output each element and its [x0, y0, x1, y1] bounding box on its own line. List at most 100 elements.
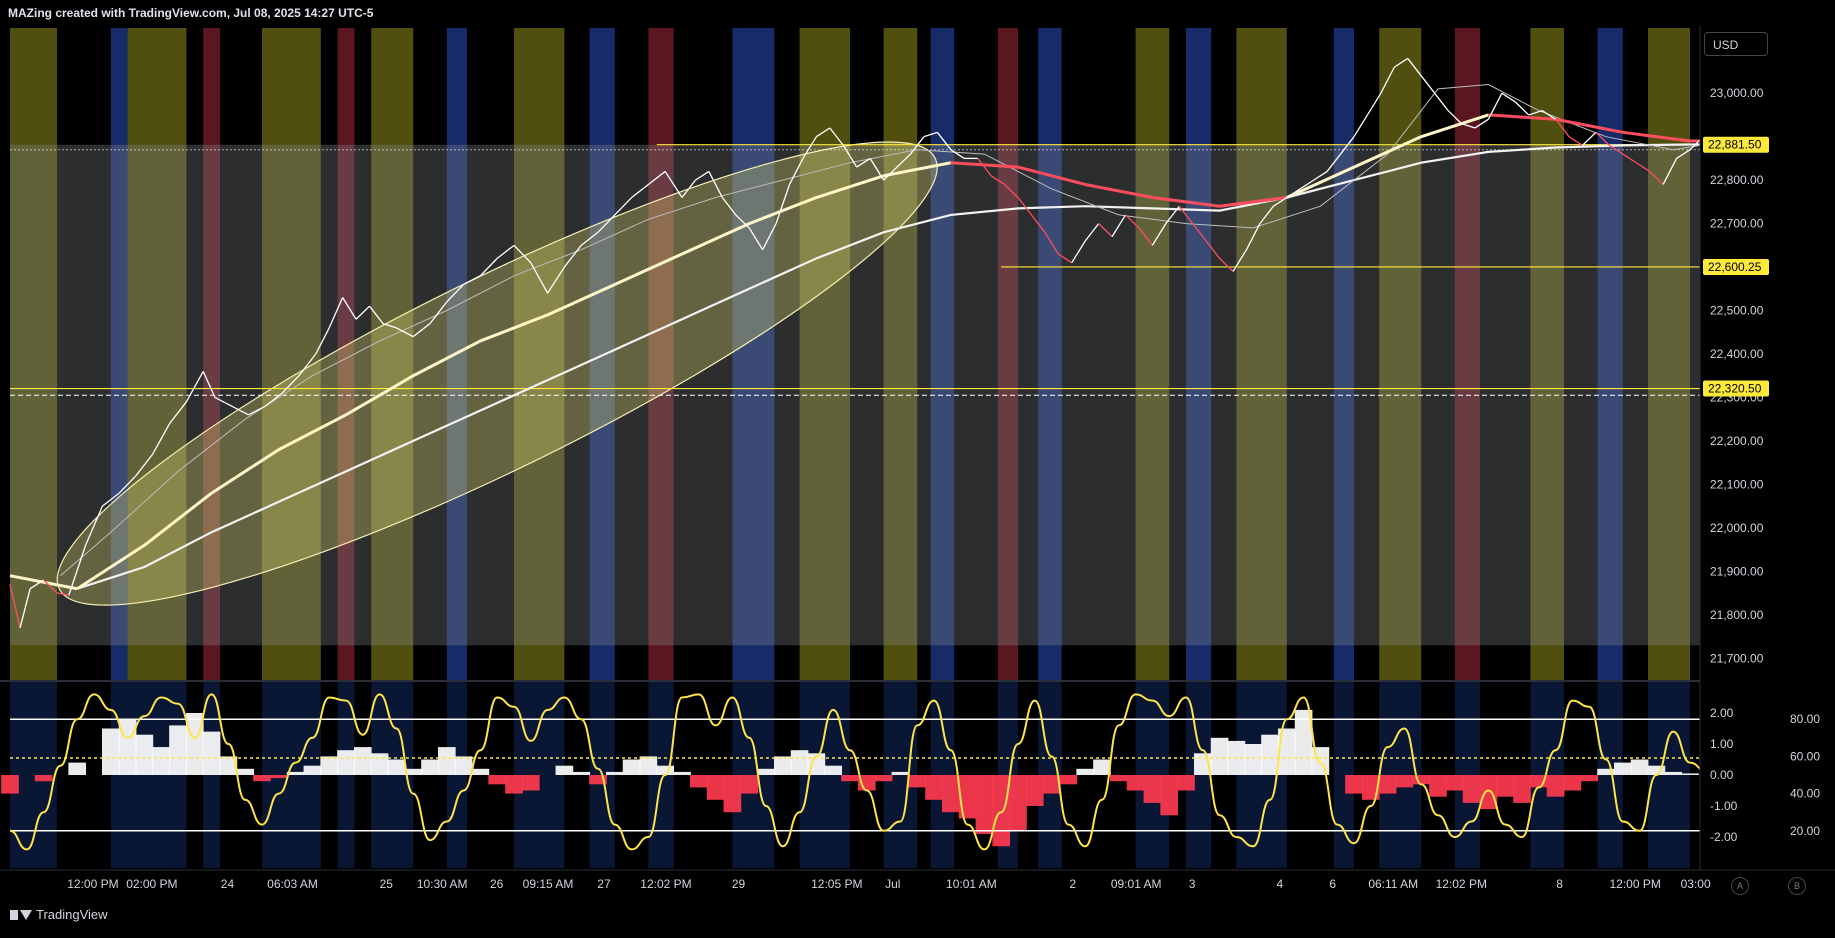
time-tick-label: 12:02 PM [640, 877, 691, 891]
price-segment [298, 353, 317, 377]
histogram-bar [521, 775, 540, 791]
histogram-bar [656, 765, 675, 775]
price-segment [1528, 109, 1543, 116]
price-segment [580, 231, 599, 246]
osc-tick-label: -1.00 [1710, 799, 1738, 813]
session-band [1597, 28, 1623, 680]
price-level-tag-label: 22,881.50 [1708, 138, 1762, 152]
histogram-bar [1059, 775, 1078, 785]
fast-moving-average-segment [1017, 165, 1086, 186]
histogram-bar [101, 728, 120, 775]
price-segment [1434, 92, 1449, 111]
price-tick-label: 21,900.00 [1710, 564, 1764, 578]
histogram-bar [1210, 737, 1229, 775]
histogram-bar [925, 775, 943, 800]
price-segment [1474, 118, 1489, 129]
price-segment [1259, 205, 1274, 224]
time-tick-label: 06:11 AM [1368, 877, 1418, 891]
price-segment [1582, 131, 1597, 146]
fast-moving-average-segment [1286, 165, 1355, 199]
chart-caption: MAZing created with TradingView.com, Jul… [8, 6, 374, 20]
footer-brand[interactable]: TradingView [10, 907, 108, 922]
histogram-bar [437, 747, 456, 775]
histogram-bar [286, 771, 305, 775]
time-tick-label: 09:15 AM [523, 877, 574, 891]
price-segment [1111, 214, 1127, 237]
price-segment [1447, 110, 1462, 125]
histogram-bar [1496, 775, 1515, 797]
scale-b-button[interactable]: B [1788, 877, 1806, 895]
price-segment [721, 197, 737, 216]
price-segment [597, 214, 616, 233]
session-band [648, 28, 674, 680]
histogram-bar [1429, 775, 1447, 797]
price-segment [396, 327, 414, 338]
histogram-bar [1244, 744, 1263, 775]
histogram-bar [706, 775, 725, 800]
session-band [1454, 28, 1480, 680]
time-tick-label: 12:00 PM [1609, 877, 1660, 891]
histogram-bar [1647, 765, 1666, 775]
tradingview-logo-icon [10, 908, 32, 922]
time-tick-label: 2 [1069, 877, 1076, 891]
time-tick-label: 09:01 AM [1111, 877, 1162, 891]
price-segment [1340, 136, 1355, 155]
price-segment [1676, 149, 1691, 159]
price-segment [829, 127, 844, 146]
session-band [732, 28, 775, 680]
histogram-bar [941, 775, 960, 813]
time-tick-label: 12:00 PM [67, 877, 118, 891]
price-segment [496, 244, 515, 259]
price-segment [1595, 131, 1610, 146]
price-segment [695, 170, 710, 181]
osc-right-tick-label: 60.00 [1790, 749, 1820, 763]
price-segment [1541, 110, 1556, 120]
histogram-bar [874, 775, 893, 782]
currency-button[interactable]: USD [1704, 32, 1768, 56]
price-segment [264, 392, 283, 407]
price-segment [856, 157, 871, 168]
fast-moving-average-segment [1622, 130, 1691, 143]
histogram-bar [1378, 775, 1397, 794]
price-segment [708, 171, 723, 198]
price-segment [563, 244, 582, 268]
price-segment [648, 170, 666, 185]
histogram-bar [1613, 762, 1632, 775]
histogram-bar [404, 768, 423, 775]
price-level-tag-label: 22,600.25 [1708, 260, 1762, 274]
histogram-bar [1681, 773, 1699, 775]
price-segment [29, 579, 44, 590]
price-segment [1219, 257, 1234, 272]
price-segment [463, 275, 481, 286]
osc-right-tick-label: 80.00 [1790, 712, 1820, 726]
price-segment [1393, 57, 1409, 68]
price-segment [1178, 205, 1194, 224]
price-segment [382, 322, 397, 329]
histogram-bar [1597, 768, 1615, 775]
session-band [337, 28, 355, 680]
price-segment [1555, 118, 1570, 138]
session-band [930, 28, 955, 680]
histogram-bar [1177, 775, 1195, 791]
price-segment [869, 158, 885, 181]
histogram-bar [169, 725, 187, 775]
price-segment [1098, 223, 1113, 238]
histogram-bar [1277, 728, 1296, 775]
scale-a-button[interactable]: A [1731, 877, 1749, 895]
histogram-bar [1630, 759, 1649, 775]
price-segment [547, 266, 565, 294]
histogram-bar [253, 775, 271, 782]
fast-moving-average-segment [681, 222, 750, 256]
fast-moving-average-segment [1555, 117, 1624, 134]
price-segment [762, 223, 777, 250]
price-tick-label: 23,000.00 [1710, 86, 1764, 100]
price-segment [664, 171, 683, 198]
price-segment [342, 297, 357, 320]
osc-tick-label: 0.00 [1710, 768, 1734, 782]
price-segment [1299, 179, 1315, 190]
price-segment [19, 588, 31, 629]
price-tick-label: 22,400.00 [1710, 347, 1764, 361]
price-segment [614, 197, 633, 216]
